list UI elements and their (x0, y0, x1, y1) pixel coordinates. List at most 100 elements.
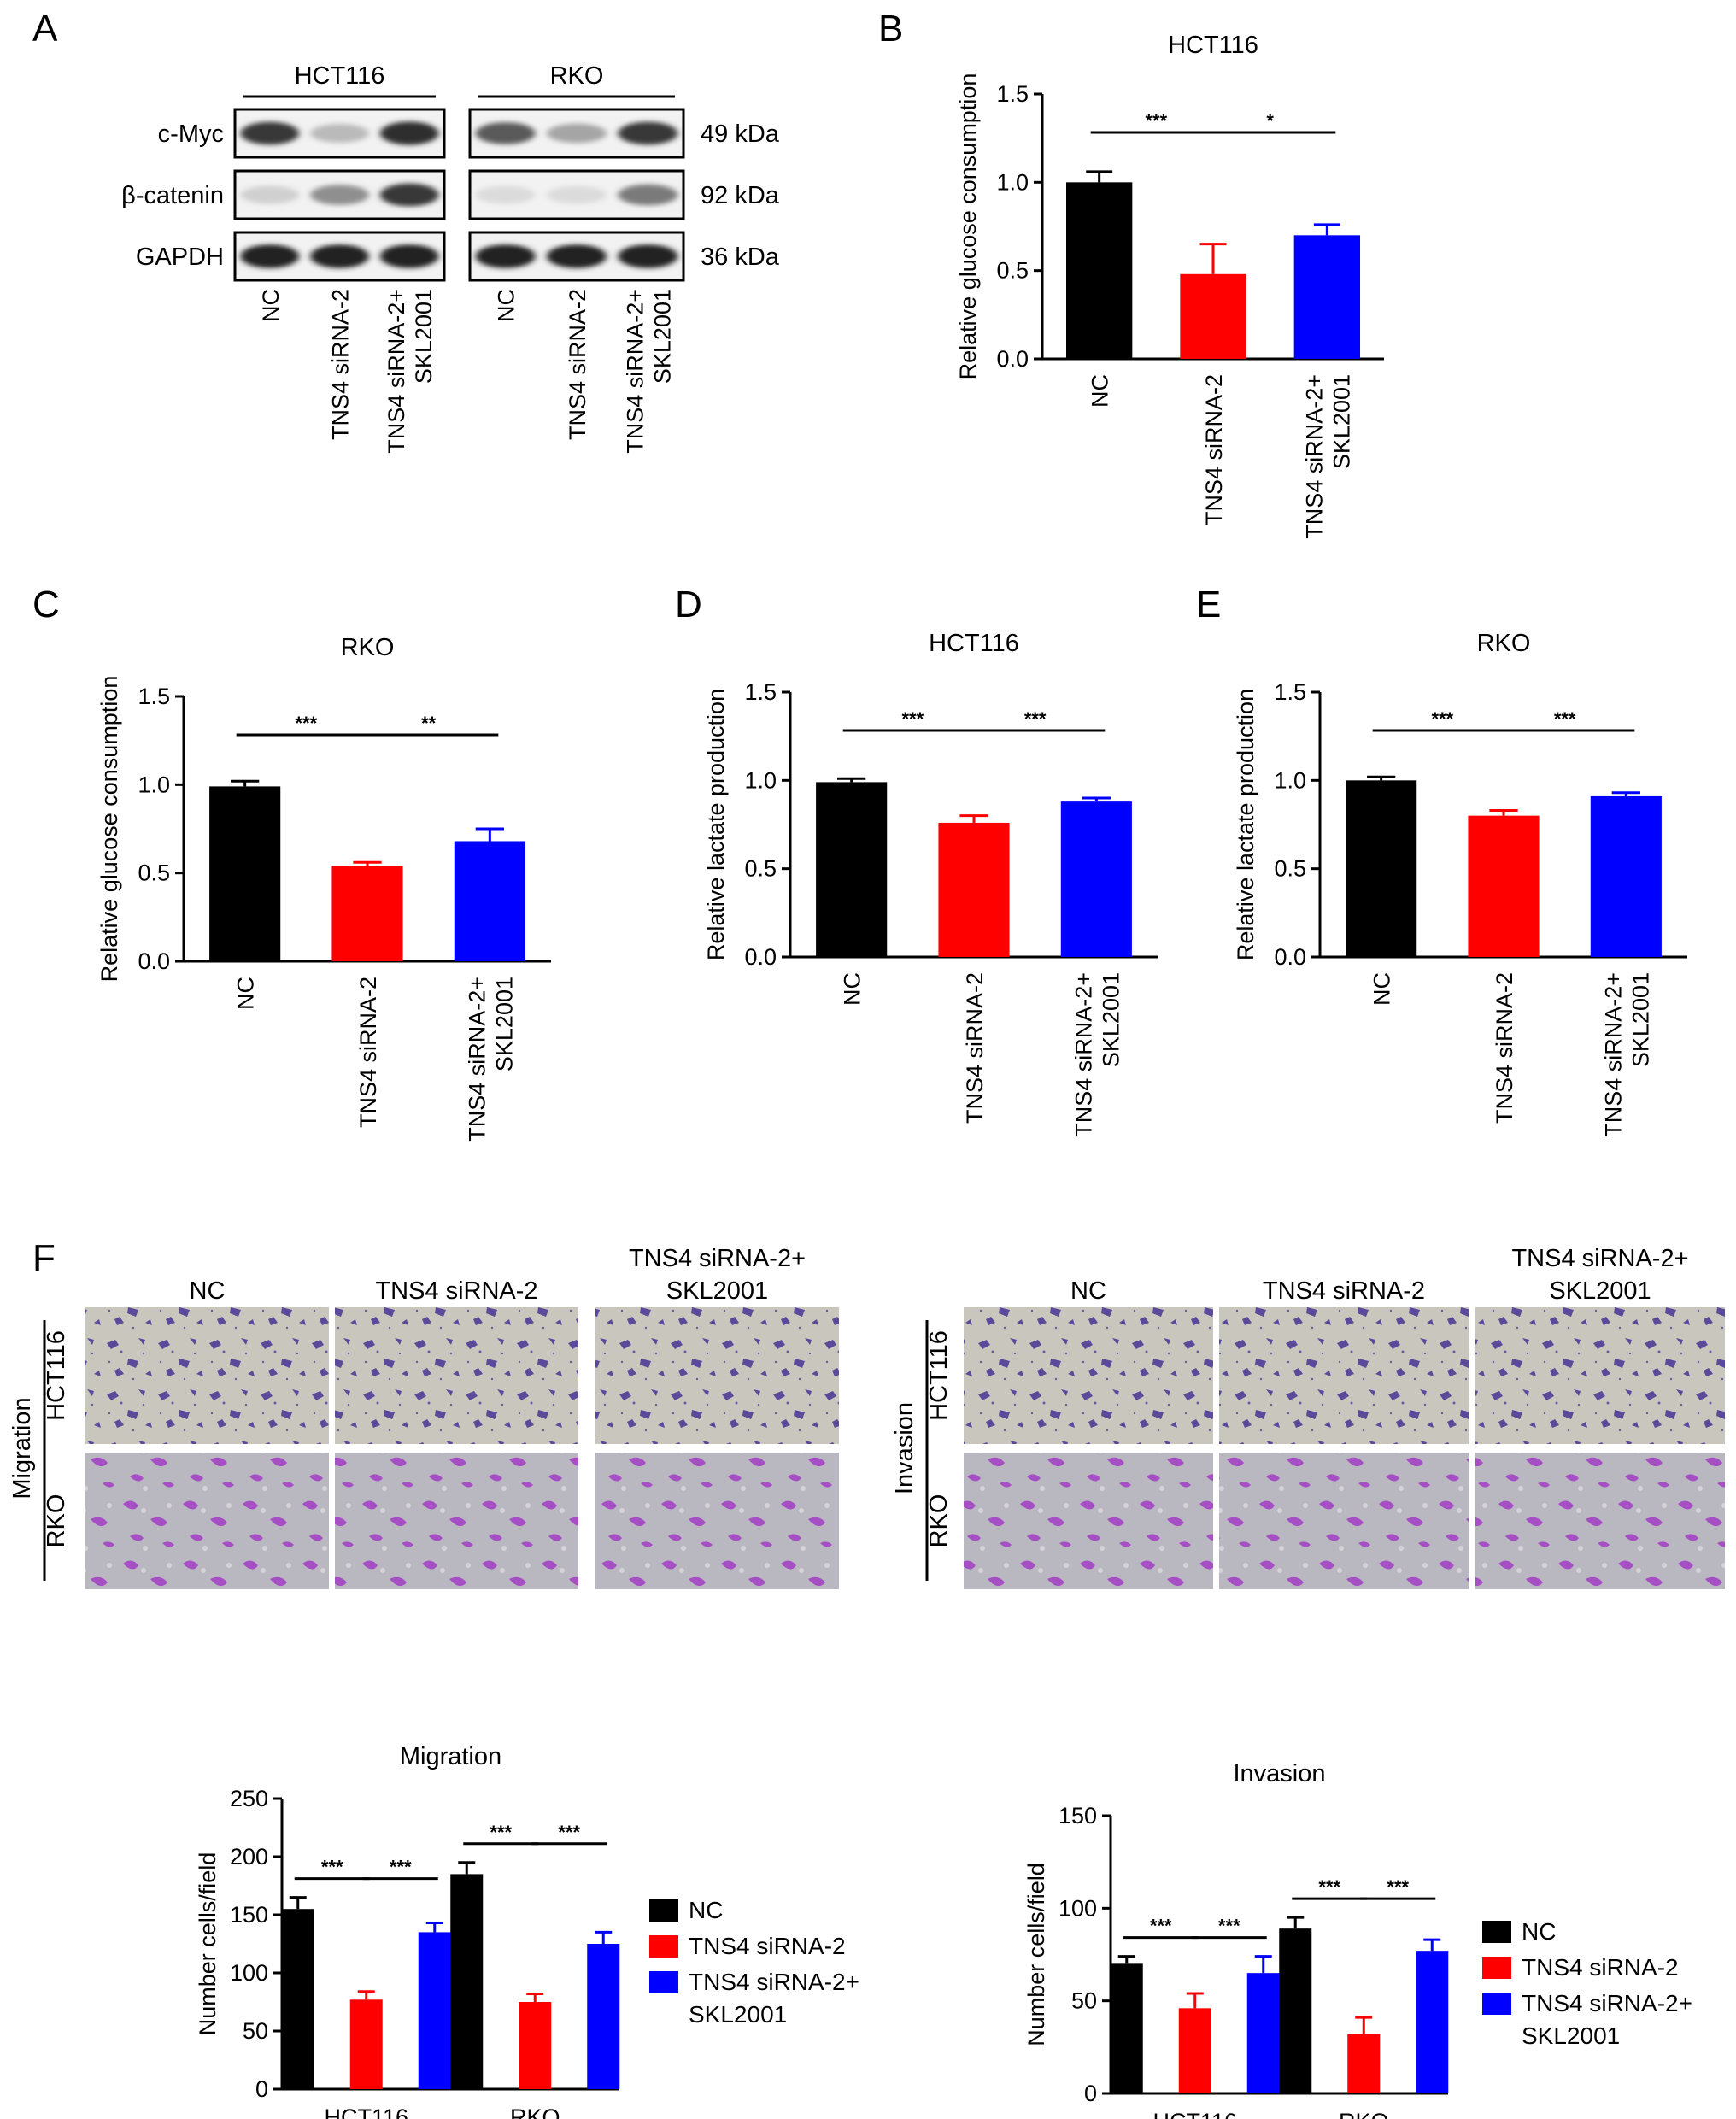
category-label-line: NC (1369, 972, 1395, 1006)
category-label-line: TNS4 siRNA-2 (1201, 374, 1227, 525)
blot-band (379, 244, 439, 268)
micrograph-column-label: SKL2001 (666, 1277, 768, 1305)
legend-label: TNS4 siRNA-2 (689, 1933, 846, 1959)
y-axis-label: Number cells/field (195, 1852, 220, 2036)
legend-label: TNS4 siRNA-2 (1522, 1954, 1679, 1981)
legend-swatch (649, 1935, 678, 1958)
micrograph-column-label: TNS4 siRNA-2 (375, 1277, 537, 1305)
bar (1416, 1951, 1449, 2093)
micrograph-hct116 (1475, 1307, 1725, 1444)
chart-title: HCT116 (929, 630, 1019, 657)
blot-kda-label: 36 kDa (701, 244, 780, 271)
chart-panel-b: B 0.0 0.5 1.0 1.5 Relative glucose consumptio… (878, 8, 1384, 539)
y-tick-label: 1.5 (1274, 679, 1306, 705)
y-axis-label: Number cells/field (1023, 1863, 1049, 2046)
panel-letter-f: F (32, 1237, 56, 1279)
y-tick-label: 100 (230, 1960, 268, 1986)
bar (938, 822, 1010, 957)
blot-kda-label: 92 kDa (701, 182, 780, 209)
significance-label: *** (490, 1822, 512, 1843)
blot-band (240, 185, 300, 204)
y-tick-label: 0.0 (138, 948, 170, 974)
y-tick-label: 1.5 (138, 684, 170, 709)
y-tick-label: 0.5 (996, 258, 1029, 284)
blot-band (547, 123, 607, 144)
panel-letter-a: A (32, 8, 58, 50)
category-label: TNS4 siRNA-2+SKL2001 (1301, 374, 1354, 539)
y-tick-label: 150 (1059, 1803, 1097, 1828)
blot-protein-label: GAPDH (136, 244, 224, 271)
bar (1293, 235, 1360, 359)
micrograph-hct116 (85, 1307, 329, 1444)
legend-swatch (1482, 1957, 1511, 1979)
panel-letter-e: E (1196, 584, 1221, 625)
lane-label: TNS4 siRNA-2+SKL2001 (384, 289, 437, 454)
bar (816, 782, 888, 957)
panel-letter-d: D (675, 584, 702, 625)
category-label-line: SKL2001 (1628, 972, 1653, 1067)
micrograph-row-label: RKO (43, 1494, 70, 1548)
micrograph-column-label: TNS4 siRNA-2 (1263, 1277, 1425, 1305)
category-label-line: NC (840, 972, 865, 1006)
category-label: NC (1088, 374, 1113, 408)
category-label-line: TNS4 siRNA-2+ (1070, 972, 1096, 1137)
legend-label: NC (1522, 1918, 1556, 1945)
significance-label: *** (1431, 708, 1453, 730)
bar (349, 1999, 383, 2089)
category-label: HCT116 (324, 2104, 408, 2119)
blot-group-label: HCT116 (295, 62, 385, 90)
significance-label: *** (1150, 1916, 1172, 1937)
category-label-line: SKL2001 (1328, 374, 1354, 469)
category-label-line: TNS4 siRNA-2 (962, 972, 988, 1124)
y-tick-label: 1.0 (744, 767, 777, 793)
blot-band (618, 244, 678, 268)
category-label-line: TNS4 siRNA-2 (1492, 972, 1517, 1124)
legend-label: NC (689, 1897, 723, 1923)
y-tick-label: 250 (230, 1786, 268, 1811)
chart-title: HCT116 (1168, 32, 1258, 59)
significance-label: *** (1554, 708, 1576, 730)
bar (331, 866, 403, 961)
blot-band (240, 121, 300, 145)
blot-kda-label: 49 kDa (701, 120, 780, 148)
panel-a-western-blot: A HCT116 RKO c-Myc 49 kDa β-catenin 92 kDa GAPD… (32, 8, 780, 454)
category-label-line: SKL2001 (491, 977, 517, 1071)
bar (1110, 1963, 1143, 2093)
chart-panel-d: D 0.0 0.5 1.0 1.5 Relative lactate production… (675, 584, 1158, 1137)
bar (418, 1932, 451, 2089)
micrograph-hct116 (595, 1307, 839, 1444)
legend-swatch (649, 1899, 678, 1922)
significance-label: *** (295, 713, 317, 734)
legend-label: SKL2001 (1522, 2022, 1620, 2049)
legend-swatch (1482, 1993, 1511, 2015)
y-tick-label: 0.5 (1274, 856, 1306, 882)
blot-band (310, 244, 369, 268)
category-label: NC (233, 977, 259, 1010)
y-tick-label: 0.5 (138, 860, 170, 886)
category-label: NC (840, 972, 865, 1006)
chart-title: RKO (341, 634, 395, 661)
category-label: RKO (1339, 2109, 1389, 2119)
blot-band (618, 121, 678, 145)
category-label: HCT116 (1152, 2109, 1237, 2119)
significance-label: *** (558, 1822, 580, 1843)
significance-label: ** (421, 713, 437, 734)
panel-letter-c: C (32, 584, 60, 625)
category-label: RKO (510, 2104, 560, 2119)
micrograph-rko (1219, 1453, 1469, 1589)
category-label: TNS4 siRNA-2+SKL2001 (464, 977, 517, 1142)
legend-swatch (649, 1971, 678, 1993)
significance-label: *** (1024, 708, 1047, 730)
significance-label: * (1266, 110, 1274, 132)
lane-label-line: TNS4 siRNA-2+ (384, 289, 409, 454)
micrograph-hct116 (335, 1307, 578, 1444)
bar (1590, 795, 1662, 957)
micrograph-rko (1475, 1453, 1725, 1589)
blot-protein-label: β-catenin (121, 182, 224, 209)
blot-band (547, 185, 607, 204)
lane-label-line: TNS4 siRNA-2 (565, 289, 590, 440)
bar (519, 2002, 552, 2089)
micrograph-rko (964, 1453, 1213, 1589)
blot-band (310, 124, 369, 143)
blot-band (379, 121, 439, 145)
